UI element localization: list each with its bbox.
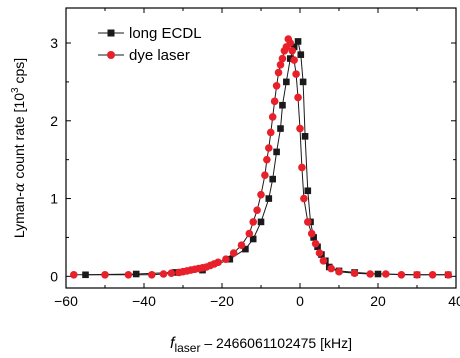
x-tick-label: 20 — [370, 293, 386, 309]
x-axis-title: flaser – 2466061102475 [kHz] — [170, 335, 352, 355]
data-point — [299, 78, 307, 86]
series-layer — [70, 35, 453, 279]
data-point — [273, 148, 280, 156]
data-point — [382, 270, 390, 278]
x-tick-label: −60 — [54, 293, 78, 309]
data-point — [294, 38, 302, 45]
data-point — [288, 46, 297, 55]
data-point — [70, 270, 78, 279]
data-point — [428, 270, 437, 279]
y-axis-ticks: 0 1 2 3 — [50, 35, 456, 284]
data-point — [266, 128, 275, 137]
data-point — [265, 144, 273, 152]
data-point — [277, 125, 284, 132]
data-point — [279, 101, 286, 109]
data-point — [350, 269, 359, 278]
data-point — [304, 218, 312, 226]
legend-marker-ecdl — [107, 29, 115, 37]
data-point — [301, 133, 309, 140]
data-point — [257, 218, 265, 226]
data-point — [327, 264, 336, 273]
series-line-1 — [73, 37, 449, 276]
data-point — [269, 175, 276, 183]
data-point — [304, 187, 312, 195]
data-point — [366, 270, 375, 278]
y-tick-label: 3 — [50, 35, 58, 51]
data-point — [286, 39, 295, 47]
data-point — [159, 270, 168, 278]
data-point — [222, 255, 230, 264]
data-point — [253, 206, 261, 215]
data-point — [276, 60, 285, 69]
data-point — [300, 194, 308, 203]
y-tick-label: 0 — [50, 268, 58, 284]
data-point — [444, 270, 453, 279]
x-tick-label: −40 — [132, 293, 156, 309]
data-point — [245, 229, 254, 238]
data-point — [148, 270, 156, 279]
data-point — [307, 229, 316, 238]
data-point — [290, 43, 298, 51]
y-tick-label: 1 — [50, 191, 58, 207]
data-point — [272, 81, 281, 90]
data-point — [274, 68, 283, 77]
x-tick-label: 0 — [296, 293, 304, 309]
data-point — [413, 270, 421, 279]
data-point — [229, 249, 238, 257]
legend-marker-dye — [107, 51, 115, 59]
data-point — [283, 78, 290, 86]
plot-frame — [65, 7, 457, 289]
x-axis-ticks: −60 −40 −20 0 20 40 — [54, 8, 460, 309]
data-point — [296, 124, 304, 133]
data-point — [286, 55, 294, 62]
data-point — [249, 218, 257, 226]
data-point — [132, 270, 140, 278]
data-point — [311, 239, 320, 248]
y-axis-title: Lyman-α count rate [103 cps] — [10, 58, 28, 238]
data-point — [263, 155, 271, 164]
data-point — [214, 258, 222, 267]
data-point — [237, 241, 246, 250]
y-tick-label: 2 — [50, 113, 58, 129]
data-point — [335, 267, 343, 276]
legend-label-ecdl: long ECDL — [129, 25, 202, 42]
data-point — [268, 113, 277, 121]
x-tick-label: −20 — [210, 293, 234, 309]
data-point — [101, 270, 109, 279]
data-point — [249, 235, 257, 243]
data-point — [315, 249, 324, 257]
series-1 — [70, 35, 453, 279]
data-point — [397, 270, 406, 279]
data-point — [297, 51, 305, 58]
data-point — [319, 256, 328, 265]
data-point — [292, 70, 300, 78]
data-point — [124, 270, 133, 279]
data-point — [278, 54, 287, 63]
data-point — [226, 255, 234, 263]
x-tick-label: 40 — [448, 293, 460, 309]
legend-label-dye: dye laser — [129, 47, 190, 64]
data-point — [294, 93, 302, 102]
legend: long ECDL dye laser — [98, 25, 202, 64]
data-point — [265, 195, 273, 202]
data-point — [298, 163, 306, 172]
data-point — [270, 97, 279, 106]
data-point — [167, 269, 176, 278]
data-point — [242, 245, 249, 253]
data-point — [261, 171, 269, 180]
data-point — [257, 190, 265, 199]
data-point — [290, 56, 298, 64]
